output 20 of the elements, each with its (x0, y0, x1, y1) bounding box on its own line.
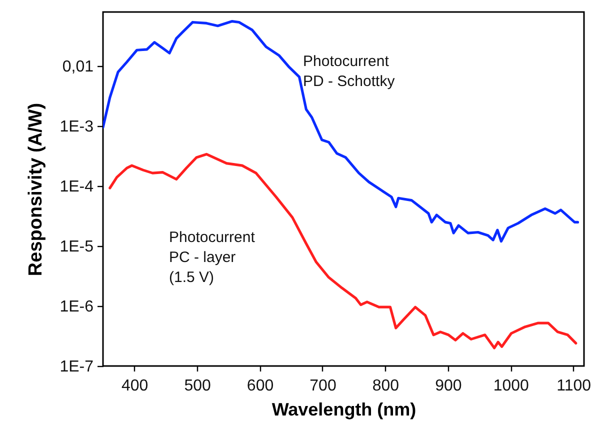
x-axis-title: Wavelength (nm) (272, 400, 416, 420)
y-tick-label: 1E-3 (60, 118, 94, 136)
x-tick-label: 1100 (556, 378, 592, 394)
series-label: Photocurrent PD - Schottky (303, 53, 396, 90)
x-tick-label: 1000 (493, 378, 530, 394)
y-tick-label: 1E-7 (60, 358, 94, 376)
y-tick-label: 1E-5 (60, 238, 94, 256)
x-tick-label: 500 (184, 378, 212, 394)
y-axis-title: Responsivity (A/W) (26, 102, 47, 276)
x-tick-label: 900 (435, 378, 462, 394)
y-tick-label: 1E-4 (60, 178, 94, 196)
line-series (103, 20, 580, 243)
y-tick-label: 0,01 (62, 58, 94, 76)
x-tick-label: 600 (246, 378, 274, 394)
line-series (108, 152, 578, 350)
x-tick-label: 800 (372, 378, 400, 394)
x-tick-label: 700 (310, 378, 336, 394)
y-tick-label: 1E-6 (60, 298, 94, 316)
text: Photocurrent PC - layer (1.5 V) (169, 229, 256, 286)
x-tick-label: 400 (122, 378, 148, 394)
